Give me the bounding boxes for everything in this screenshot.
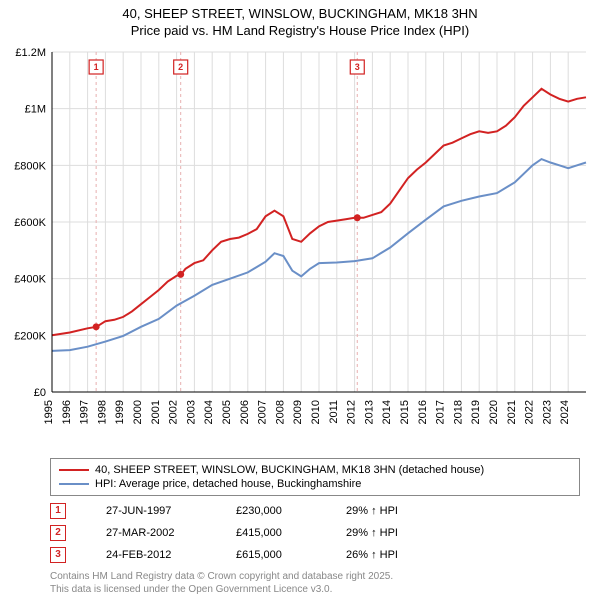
svg-text:2003: 2003: [185, 400, 197, 424]
sale-date: 24-FEB-2012: [106, 549, 196, 561]
chart-title-line1: 40, SHEEP STREET, WINSLOW, BUCKINGHAM, M…: [0, 0, 600, 23]
sale-diff: 29% ↑ HPI: [346, 527, 398, 539]
sale-diff: 26% ↑ HPI: [346, 549, 398, 561]
svg-text:£600K: £600K: [14, 217, 46, 229]
sales-row: 3 24-FEB-2012 £615,000 26% ↑ HPI: [50, 544, 580, 566]
chart-svg: £0 £200K £400K £600K £800K £1M £1.2M 1995 1996 19…: [0, 42, 590, 452]
svg-text:2023: 2023: [541, 400, 553, 424]
chart-title-line2: Price paid vs. HM Land Registry's House …: [0, 23, 600, 42]
sales-table: 1 27-JUN-1997 £230,000 29% ↑ HPI 2 27-MAR-200…: [50, 500, 580, 566]
sale-date: 27-MAR-2002: [106, 527, 196, 539]
sale-price: £615,000: [236, 549, 306, 561]
svg-text:£1.2M: £1.2M: [15, 47, 46, 59]
svg-text:2000: 2000: [132, 400, 144, 424]
legend-row: 40, SHEEP STREET, WINSLOW, BUCKINGHAM, M…: [59, 463, 571, 477]
svg-text:1999: 1999: [114, 400, 126, 424]
svg-text:2018: 2018: [452, 400, 464, 424]
legend-label: 40, SHEEP STREET, WINSLOW, BUCKINGHAM, M…: [95, 464, 484, 476]
legend-swatch: [59, 483, 89, 486]
legend-row: HPI: Average price, detached house, Buck…: [59, 477, 571, 491]
sale-number-box: 3: [50, 547, 66, 563]
legend: 40, SHEEP STREET, WINSLOW, BUCKINGHAM, M…: [50, 458, 580, 496]
svg-text:2010: 2010: [310, 400, 322, 424]
sale-diff: 29% ↑ HPI: [346, 505, 398, 517]
svg-text:£200K: £200K: [14, 330, 46, 342]
svg-text:1997: 1997: [79, 400, 91, 424]
svg-text:1996: 1996: [61, 400, 73, 424]
sale-marker-num: 3: [355, 62, 360, 72]
svg-text:2001: 2001: [150, 400, 162, 424]
svg-text:2014: 2014: [381, 400, 393, 424]
sale-marker-num: 2: [178, 62, 183, 72]
sale-number-box: 2: [50, 525, 66, 541]
legend-label: HPI: Average price, detached house, Buck…: [95, 478, 361, 490]
svg-text:£400K: £400K: [14, 274, 46, 286]
svg-text:2002: 2002: [168, 400, 180, 424]
svg-text:2013: 2013: [363, 400, 375, 424]
svg-text:2011: 2011: [328, 400, 340, 424]
svg-text:2012: 2012: [346, 400, 358, 424]
svg-text:£0: £0: [34, 387, 46, 399]
svg-text:2009: 2009: [292, 400, 304, 424]
sale-date: 27-JUN-1997: [106, 505, 196, 517]
svg-text:2005: 2005: [221, 400, 233, 424]
svg-text:2004: 2004: [203, 400, 215, 424]
footer-line1: Contains HM Land Registry data © Crown c…: [50, 570, 580, 583]
sale-dot: [93, 323, 100, 330]
sale-dot: [177, 271, 184, 278]
sales-row: 1 27-JUN-1997 £230,000 29% ↑ HPI: [50, 500, 580, 522]
svg-text:1998: 1998: [96, 400, 108, 424]
sales-row: 2 27-MAR-2002 £415,000 29% ↑ HPI: [50, 522, 580, 544]
sale-number-box: 1: [50, 503, 66, 519]
svg-text:2008: 2008: [274, 400, 286, 424]
footer-attribution: Contains HM Land Registry data © Crown c…: [50, 570, 580, 596]
footer-line2: This data is licensed under the Open Gov…: [50, 583, 580, 596]
svg-text:£1M: £1M: [25, 104, 46, 116]
chart-container: { "title_line1": "40, SHEEP STREET, WINS…: [0, 0, 600, 590]
svg-text:1995: 1995: [43, 400, 55, 424]
svg-text:2022: 2022: [524, 400, 536, 424]
svg-text:2016: 2016: [417, 400, 429, 424]
svg-text:2021: 2021: [506, 400, 518, 424]
svg-text:2007: 2007: [257, 400, 269, 424]
sale-price: £230,000: [236, 505, 306, 517]
sale-marker-num: 1: [94, 62, 99, 72]
svg-text:2019: 2019: [470, 400, 482, 424]
svg-text:£800K: £800K: [14, 160, 46, 172]
svg-text:2017: 2017: [435, 400, 447, 424]
svg-text:2006: 2006: [239, 400, 251, 424]
svg-text:2015: 2015: [399, 400, 411, 424]
sale-price: £415,000: [236, 527, 306, 539]
legend-swatch: [59, 469, 89, 472]
chart-plot-area: £0 £200K £400K £600K £800K £1M £1.2M 1995 1996 19…: [0, 42, 590, 452]
sale-dot: [354, 214, 361, 221]
svg-text:2024: 2024: [559, 400, 571, 424]
svg-text:2020: 2020: [488, 400, 500, 424]
